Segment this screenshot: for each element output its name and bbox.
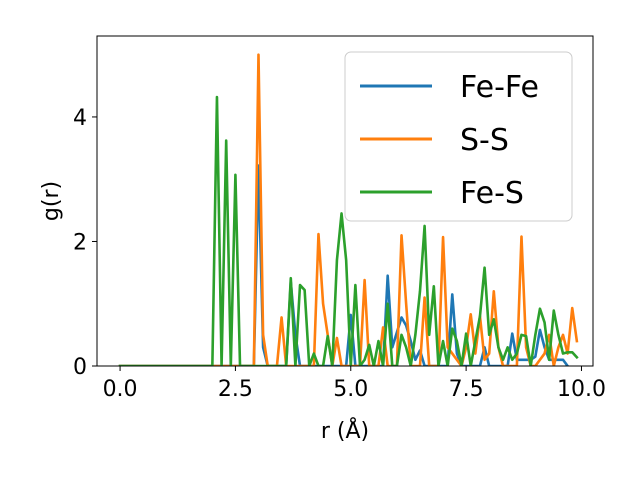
legend-label-fe-s: Fe-S xyxy=(460,176,524,211)
legend-label-fe-fe: Fe-Fe xyxy=(460,70,539,105)
y-axis-label: g(r) xyxy=(39,181,64,221)
y-tick-label: 4 xyxy=(73,106,87,131)
legend: Fe-Fe S-S Fe-S xyxy=(344,51,573,222)
x-tick-label: 10.0 xyxy=(557,377,606,402)
plot-frame xyxy=(96,35,594,367)
x-axis-label: r (Å) xyxy=(321,417,369,444)
x-tick-label: 0.0 xyxy=(103,377,138,402)
y-tick-label: 0 xyxy=(73,355,87,380)
series-line-fe-s xyxy=(118,95,579,366)
y-axis: 0 2 4 xyxy=(73,106,97,380)
x-axis: 0.0 2.5 5.0 7.5 10.0 xyxy=(103,366,606,402)
x-tick-label: 2.5 xyxy=(218,377,253,402)
x-tick-label: 7.5 xyxy=(449,377,484,402)
series-layer xyxy=(118,53,579,366)
legend-box xyxy=(344,51,573,222)
series-line-s-s xyxy=(118,53,579,366)
legend-label-s-s: S-S xyxy=(460,123,509,158)
x-tick-label: 5.0 xyxy=(333,377,368,402)
y-tick-label: 2 xyxy=(73,230,87,255)
